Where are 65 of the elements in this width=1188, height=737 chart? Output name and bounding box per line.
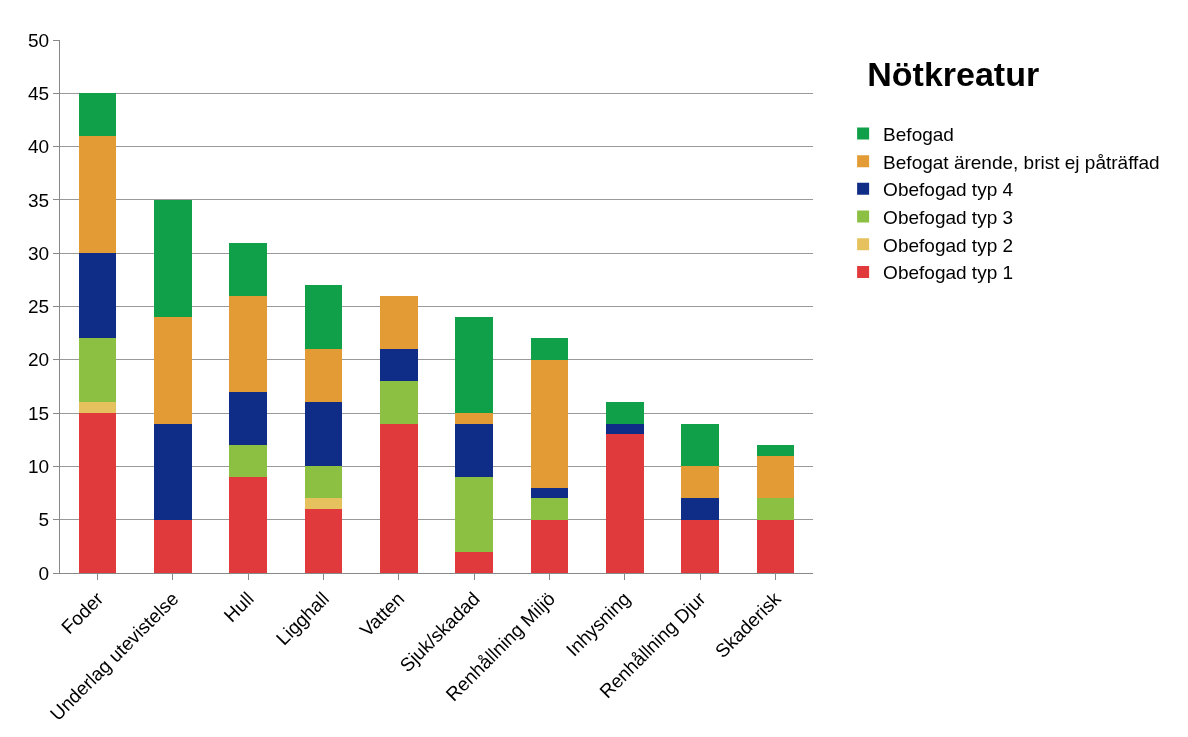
y-tick-label: 30 [28,242,50,264]
bar [78,135,117,254]
bar [455,413,493,424]
bar [229,391,268,446]
y-tick-label: 5 [38,509,50,531]
legend-label: Befogat ärende, brist ej påträffad [883,151,1160,173]
bar [229,445,268,478]
bar [455,423,493,478]
bar [756,445,795,456]
bar [756,519,795,573]
legend-label: Obefogad typ 1 [883,262,1014,284]
bar [681,466,719,499]
bar [530,338,569,360]
bar [530,519,569,573]
bar [154,199,192,318]
y-tick-label: 35 [28,189,50,211]
bar [530,359,569,488]
bar [756,455,795,499]
legend-label: Obefogad typ 2 [883,234,1014,256]
bar [304,466,343,499]
bar [154,423,192,520]
bar [229,295,268,392]
y-tick-label: 0 [38,562,50,584]
bar [605,423,644,435]
x-tick-label: Hull [219,588,258,626]
bar [455,551,493,573]
y-tick-label: 25 [28,296,50,318]
bar [380,295,418,350]
y-tick-label: 45 [28,82,50,104]
legend-label: Befogad [883,123,954,145]
bar [154,317,192,424]
bar [681,498,719,520]
text: Nötkreatur [867,54,1040,93]
legend-label: Obefogad typ 3 [883,206,1014,228]
bar [304,402,343,467]
bar [681,519,719,573]
bar [380,381,418,424]
bar [304,498,343,510]
y-tick-label: 15 [28,402,50,424]
bar [304,509,343,573]
y-tick-label: 10 [28,456,50,478]
bar [530,487,569,499]
bar [78,338,117,403]
bar [78,253,117,339]
legend-label: Obefogad typ 4 [883,179,1014,201]
y-tick-label: 40 [28,136,50,158]
bar [154,519,192,573]
y-tick-label: 20 [28,349,50,371]
bar [304,349,343,403]
bar [78,402,117,414]
y-tick-label: 50 [28,29,50,51]
bar [530,498,569,520]
bar [455,317,493,414]
bar [681,423,719,467]
bar [455,477,493,552]
bar [304,285,343,350]
bar [605,402,644,424]
bar [78,93,117,136]
bar [756,498,795,520]
bar [229,242,268,296]
bar [229,477,268,573]
bar [380,423,418,573]
bar [605,434,644,573]
bar [380,349,418,382]
bar [78,413,117,573]
